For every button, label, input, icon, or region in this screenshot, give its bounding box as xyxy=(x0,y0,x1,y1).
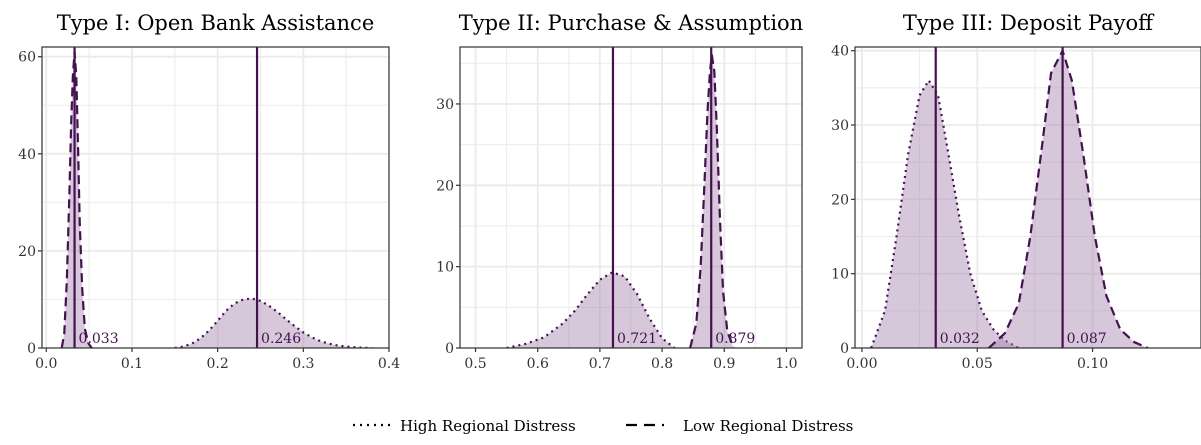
mean-label: 0.879 xyxy=(715,331,755,347)
y-tick-label: 10 xyxy=(831,267,849,283)
y-tick-label: 20 xyxy=(18,244,36,260)
panel-border xyxy=(41,46,390,349)
legend: High Regional Distress Low Regional Distr… xyxy=(353,417,853,435)
panel-title: Type II: Purchase & Assumption xyxy=(459,11,803,35)
legend-item: Low Regional Distress xyxy=(626,417,853,435)
panels: Type I: Open Bank Assistance 0.033 0.246 0.… xyxy=(18,11,1201,372)
y-tick-label: 20 xyxy=(831,192,849,208)
panel-title: Type I: Open Bank Assistance xyxy=(57,11,375,35)
panel-2: Type II: Purchase & Assumption 0.721 0.879… xyxy=(436,11,803,372)
x-tick-label: 0.00 xyxy=(846,356,877,372)
x-tick-label: 0.05 xyxy=(962,356,993,372)
density-line-dotted xyxy=(870,79,1020,348)
y-tick-label: 30 xyxy=(831,118,849,134)
density-area xyxy=(61,51,92,348)
y-tick-label: 40 xyxy=(831,44,849,60)
plot-area xyxy=(506,47,735,348)
mean-label: 0.721 xyxy=(617,331,657,347)
x-tick-label: 0.5 xyxy=(464,356,486,372)
panel-border xyxy=(854,46,1201,349)
mean-label: 0.032 xyxy=(940,331,980,347)
panel-1: Type I: Open Bank Assistance 0.033 0.246 0.… xyxy=(18,11,400,372)
mean-label: 0.033 xyxy=(79,331,119,347)
mean-label: 0.246 xyxy=(261,331,301,347)
x-tick-label: 0.1 xyxy=(121,356,143,372)
y-tick-label: 0 xyxy=(27,341,36,357)
y-tick-label: 0 xyxy=(840,341,849,357)
density-area xyxy=(988,50,1148,348)
y-tick-label: 40 xyxy=(18,147,36,163)
legend-label: High Regional Distress xyxy=(400,417,576,435)
panel-3: Type III: Deposit Payoff 0.032 0.087 0.00 0.… xyxy=(831,11,1201,372)
plot-area xyxy=(870,47,1149,348)
y-tick-label: 10 xyxy=(436,260,454,276)
panel-border xyxy=(459,46,803,349)
y-tick-label: 0 xyxy=(445,341,454,357)
y-tick-label: 30 xyxy=(436,97,454,113)
y-tick-label: 60 xyxy=(18,50,36,66)
x-tick-label: 0.2 xyxy=(207,356,229,372)
x-tick-label: 0.9 xyxy=(713,356,735,372)
x-tick-label: 0.10 xyxy=(1077,356,1108,372)
x-tick-label: 0.4 xyxy=(378,356,400,372)
x-tick-label: 0.0 xyxy=(35,356,57,372)
legend-item: High Regional Distress xyxy=(353,417,576,435)
mean-label: 0.087 xyxy=(1067,331,1107,347)
x-tick-label: 0.6 xyxy=(527,356,549,372)
density-line-dashed xyxy=(988,49,1149,348)
panel-title: Type III: Deposit Payoff xyxy=(903,11,1155,35)
legend-label: Low Regional Distress xyxy=(683,417,853,435)
x-tick-label: 0.7 xyxy=(589,356,611,372)
x-tick-label: 0.3 xyxy=(292,356,314,372)
x-tick-label: 1.0 xyxy=(775,356,797,372)
density-area xyxy=(506,272,675,348)
y-tick-label: 20 xyxy=(436,178,454,194)
density-area xyxy=(174,298,372,348)
density-area xyxy=(871,80,1019,348)
x-tick-label: 0.8 xyxy=(651,356,673,372)
grid xyxy=(855,47,1201,348)
grid xyxy=(42,47,389,348)
density-line-dotted xyxy=(174,297,372,348)
plot-area xyxy=(60,47,372,348)
